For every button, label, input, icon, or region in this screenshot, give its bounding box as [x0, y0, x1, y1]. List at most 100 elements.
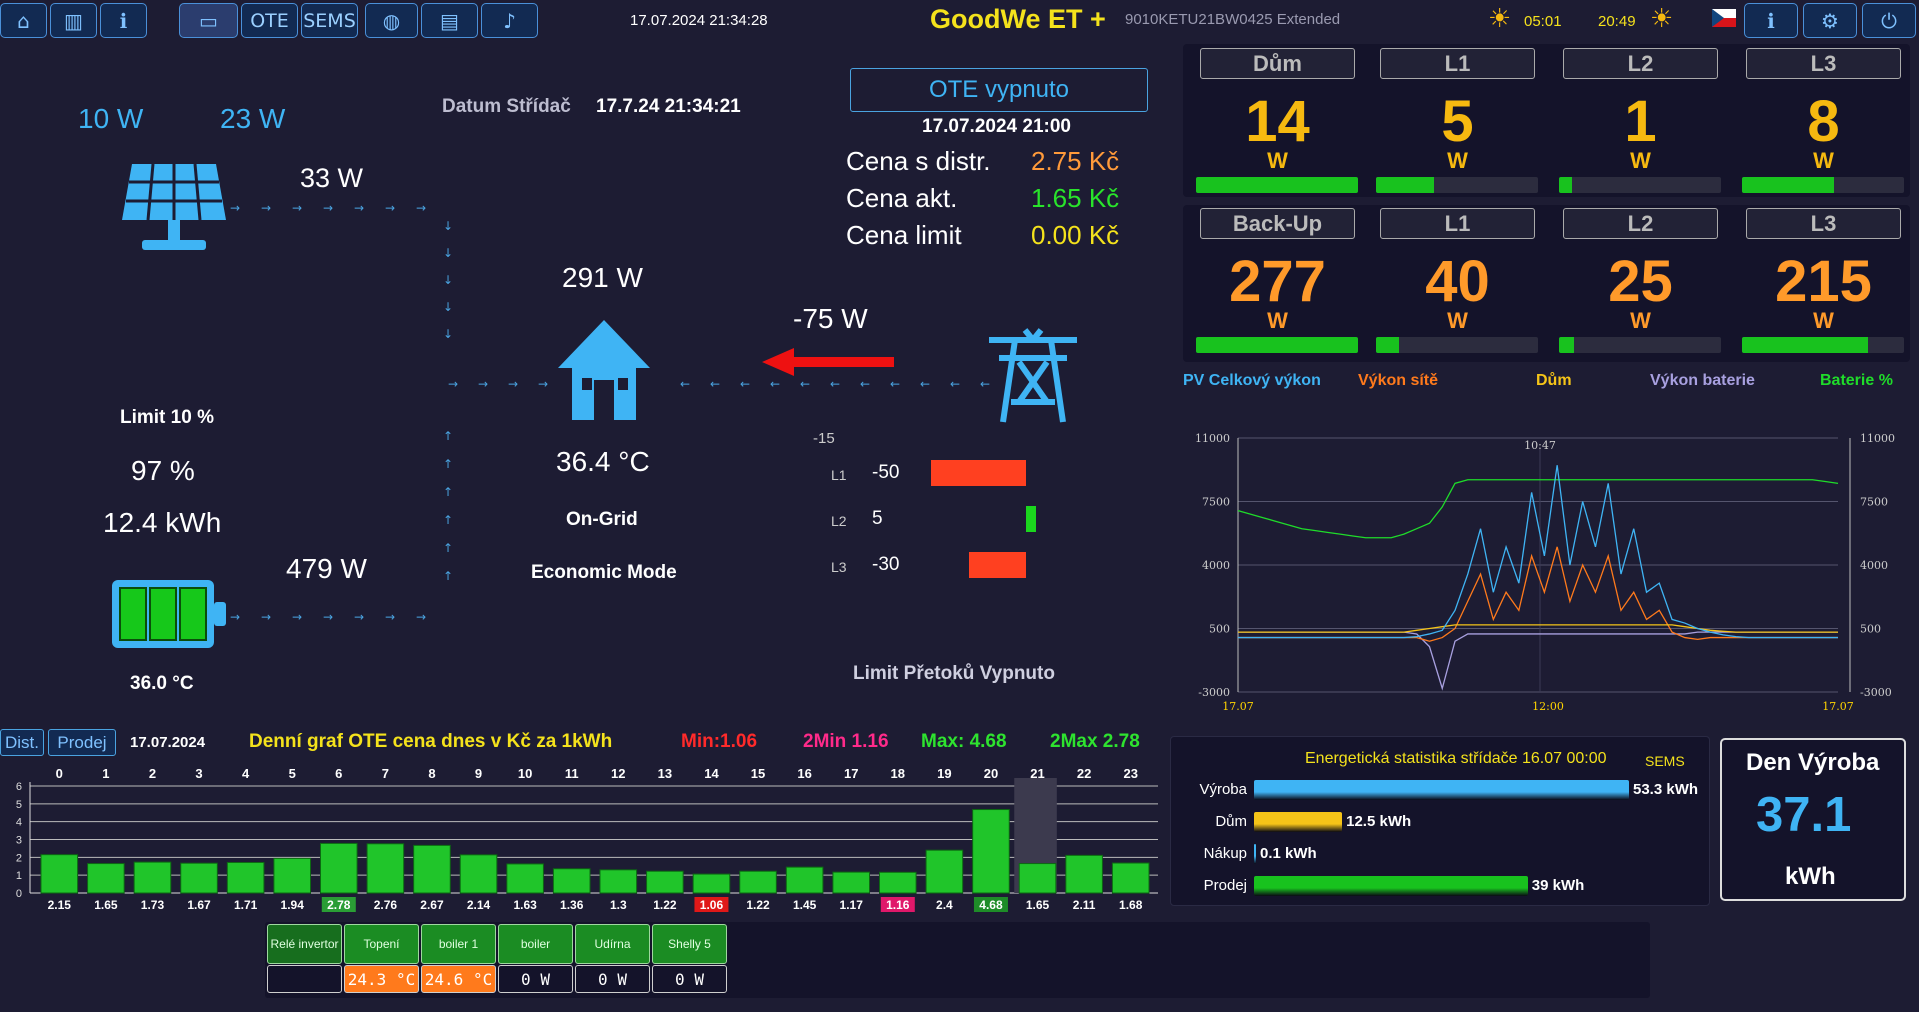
- relay-label: boiler 1: [438, 937, 479, 951]
- flow-arrow-icon: ↑: [443, 569, 453, 583]
- info-right-button[interactable]: ℹ: [1744, 3, 1798, 38]
- relay-value-text: 0 W: [521, 969, 550, 989]
- relay-value: 0 W: [498, 965, 573, 993]
- legend-item[interactable]: Baterie %: [1820, 372, 1893, 389]
- price-bar[interactable]: [1065, 854, 1103, 894]
- legend-item[interactable]: Výkon sítě: [1358, 372, 1439, 389]
- price-bar[interactable]: [692, 873, 731, 894]
- x-tick-label: 21: [1030, 766, 1044, 781]
- value-label: 2.14: [467, 898, 491, 912]
- price-bar[interactable]: [739, 870, 777, 894]
- relay-button[interactable]: Udírna: [575, 924, 650, 964]
- stats-sems[interactable]: SEMS: [1645, 753, 1685, 769]
- power-history-chart: 11000 11000 7500 7500 4000 4000 500 500 -3000 -30…: [1195, 432, 1895, 713]
- phase-value: 5: [872, 508, 883, 529]
- price-bar[interactable]: [273, 857, 311, 894]
- x-tick-label: 7: [382, 766, 389, 781]
- stats-row-value: 0.1 kWh: [1260, 845, 1317, 862]
- price-bar[interactable]: [832, 871, 871, 894]
- price-bar[interactable]: [133, 861, 172, 894]
- y-tick-label: 11000: [1195, 432, 1230, 445]
- battery-icon: [112, 580, 226, 648]
- series-line: [1238, 631, 1838, 691]
- relay-button[interactable]: Shelly 5: [652, 924, 727, 964]
- bell-button[interactable]: ♪: [481, 3, 538, 38]
- value-label: 1.71: [234, 898, 258, 912]
- power-button[interactable]: ⏻: [1862, 3, 1916, 38]
- home-button[interactable]: ⌂: [0, 3, 47, 38]
- y-tick-label-right: 7500: [1860, 496, 1888, 509]
- price-bar[interactable]: [925, 849, 964, 894]
- monitor-button[interactable]: ▭: [179, 3, 238, 38]
- panel-level-fill: [1196, 337, 1358, 353]
- sems-button[interactable]: SEMS: [301, 3, 358, 38]
- price-bar[interactable]: [226, 862, 265, 894]
- ote-min2: 2Min 1.16: [803, 731, 889, 752]
- info-button[interactable]: ℹ: [100, 3, 147, 38]
- price-bar[interactable]: [180, 862, 218, 894]
- calendar-button[interactable]: ▤: [421, 3, 478, 38]
- y-tick-label: 4: [16, 817, 22, 829]
- tab-prodej[interactable]: Prodej: [48, 729, 116, 756]
- phase-label: L1: [831, 467, 847, 483]
- marker-label: 10:47: [1524, 439, 1556, 452]
- relay-button[interactable]: boiler 1: [421, 924, 496, 964]
- value-label-bg: [973, 897, 1008, 912]
- price-bar[interactable]: [40, 854, 79, 894]
- value-label-bg: [694, 897, 729, 912]
- price-bar[interactable]: [552, 868, 591, 894]
- price-bar[interactable]: [1111, 862, 1150, 894]
- price-bar[interactable]: [87, 863, 125, 894]
- price-bar[interactable]: [1018, 863, 1057, 894]
- price-bar[interactable]: [785, 866, 824, 894]
- value-label: 2.78: [327, 898, 351, 912]
- ote-min: Min:1.06: [681, 731, 758, 752]
- ote-chart-date: 17.07.2024: [130, 734, 206, 751]
- flow-arrow-icon: ↓: [443, 219, 453, 233]
- tab-dist[interactable]: Dist.: [0, 729, 44, 756]
- panel-title-text: L1: [1444, 50, 1471, 76]
- grid-power: -75 W: [793, 303, 868, 334]
- relay-button[interactable]: Relé invertor: [267, 924, 342, 964]
- relay-button[interactable]: Topení: [344, 924, 419, 964]
- flow-arrow-icon: →: [261, 201, 271, 215]
- panel-level-fill: [1742, 177, 1835, 193]
- ote-status-box[interactable]: OTE vypnuto: [850, 68, 1148, 112]
- price-bar[interactable]: [413, 844, 451, 894]
- price-bar[interactable]: [366, 843, 405, 894]
- price-bar[interactable]: [459, 854, 498, 894]
- stats-row-value: 39 kWh: [1531, 877, 1585, 894]
- price-bar[interactable]: [320, 842, 358, 894]
- price-bar[interactable]: [646, 870, 684, 894]
- price-bar[interactable]: [879, 871, 917, 894]
- flag-cz-icon[interactable]: [1712, 9, 1736, 27]
- legend-item[interactable]: Dům: [1536, 372, 1572, 389]
- globe-button[interactable]: ◍: [365, 3, 418, 38]
- work-mode: Economic Mode: [531, 562, 677, 583]
- legend-item[interactable]: Výkon baterie: [1650, 372, 1755, 389]
- price-bar[interactable]: [506, 863, 544, 894]
- flow-arrow-icon: ←: [680, 377, 690, 391]
- flow-arrow-icon: ←: [950, 377, 960, 391]
- price-bar[interactable]: [972, 809, 1010, 894]
- flow-arrow-icon: ↑: [443, 541, 453, 555]
- legend-item[interactable]: PV Celkový výkon: [1183, 372, 1321, 389]
- relay-value: 24.3 °C: [344, 965, 419, 993]
- panel-unit: W: [1630, 148, 1651, 173]
- settings-button[interactable]: ⚙: [1803, 3, 1857, 38]
- panel-level-bar: [1196, 177, 1358, 193]
- relay-button[interactable]: boiler: [498, 924, 573, 964]
- price-bar[interactable]: [599, 869, 638, 894]
- x-tick-label: 17: [844, 766, 858, 781]
- relay-label: boiler: [520, 937, 551, 951]
- flow-arrow-icon: →: [478, 377, 488, 391]
- panel-level-fill: [1559, 177, 1572, 193]
- x-tick-label: 9: [475, 766, 482, 781]
- panel-title: Back-Up: [1200, 208, 1355, 239]
- grid-tower-icon: [989, 328, 1077, 423]
- flow-arrow-icon: →: [323, 610, 333, 624]
- x-tick-label: 10: [518, 766, 532, 781]
- chart-button[interactable]: ▥: [50, 3, 97, 38]
- panel-title: L3: [1746, 48, 1901, 79]
- ote-button[interactable]: OTE: [241, 3, 298, 38]
